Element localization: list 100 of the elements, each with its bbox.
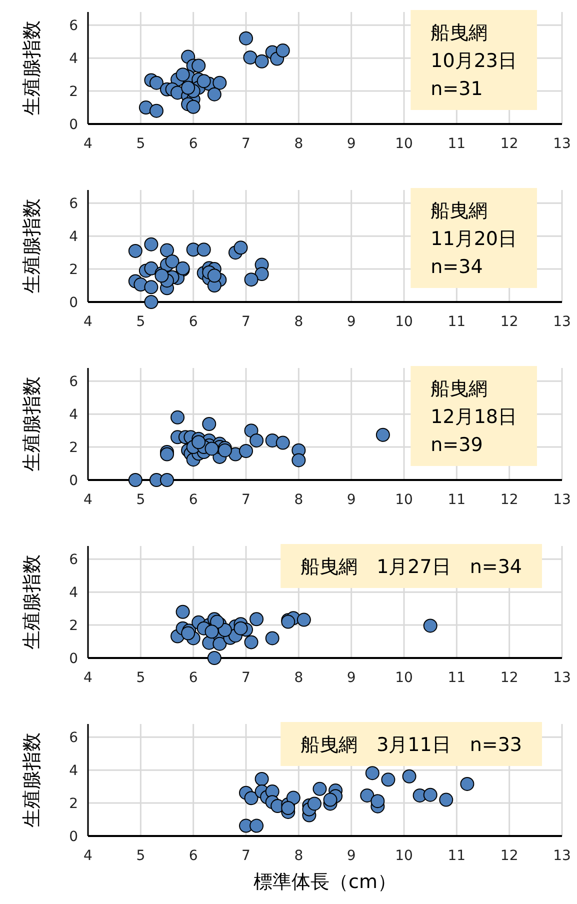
point (207, 651, 222, 665)
point (176, 604, 190, 619)
point (276, 44, 290, 58)
y-tick-label: 2 (69, 440, 78, 456)
point (128, 244, 142, 258)
point (239, 31, 253, 46)
x-tick-label: 5 (136, 314, 146, 330)
y-tick-label: 2 (69, 262, 78, 278)
point (160, 473, 174, 487)
x-tick-label: 4 (84, 492, 93, 508)
x-tick-label: 9 (346, 848, 356, 864)
y-axis-title: 生殖腺指数 (21, 198, 43, 294)
point (244, 272, 258, 287)
y-tick-label: 6 (69, 18, 78, 34)
point (423, 788, 438, 802)
point (234, 621, 248, 636)
point (370, 794, 385, 808)
x-tick-label: 11 (448, 136, 466, 152)
point (176, 68, 190, 82)
x-tick-label: 6 (188, 848, 198, 864)
x-tick-label: 10 (395, 848, 413, 864)
point (439, 792, 454, 807)
x-tick-label: 9 (346, 314, 356, 330)
x-tick-label: 6 (188, 670, 198, 686)
x-tick-label: 10 (395, 670, 413, 686)
point (154, 268, 169, 283)
point (218, 623, 232, 637)
point (381, 772, 396, 787)
point (376, 428, 390, 442)
point (276, 436, 290, 450)
point (204, 624, 219, 639)
point (204, 442, 219, 456)
x-tick-label: 8 (294, 314, 304, 330)
y-axis-title: 生殖腺指数 (21, 20, 43, 116)
x-tick-label: 8 (294, 136, 304, 152)
point (239, 444, 253, 458)
y-tick-label: 2 (69, 618, 78, 634)
y-tick-label: 6 (69, 374, 78, 390)
point (292, 453, 306, 468)
point (181, 626, 196, 640)
x-tick-label: 9 (346, 492, 356, 508)
x-tick-label: 8 (294, 492, 304, 508)
x-tick-label: 7 (242, 492, 250, 508)
x-tick-label: 11 (448, 314, 466, 330)
annotation: 船曳網 3月11日 n=33 (300, 734, 522, 756)
point (196, 242, 211, 257)
point (160, 447, 174, 462)
point (144, 280, 158, 294)
x-tick-label: 8 (294, 670, 304, 686)
point (265, 631, 280, 646)
y-tick-label: 6 (69, 730, 78, 746)
point (360, 788, 374, 802)
x-tick-label: 9 (346, 670, 356, 686)
x-tick-label: 7 (242, 136, 250, 152)
x-tick-label: 12 (500, 670, 518, 686)
point (207, 268, 222, 283)
x-axis-title: 標準体長（cm） (254, 871, 396, 893)
x-tick-label: 5 (136, 848, 146, 864)
annotation: 船曳網 12月18日 n=39 (430, 378, 517, 456)
x-tick-label: 9 (346, 136, 356, 152)
point (186, 100, 200, 114)
y-tick-label: 6 (69, 196, 78, 212)
x-tick-label: 4 (84, 848, 93, 864)
x-tick-label: 10 (395, 492, 413, 508)
x-tick-label: 4 (84, 670, 93, 686)
annotation: 船曳網 1月27日 n=34 (300, 556, 522, 578)
point (460, 776, 474, 791)
x-tick-label: 6 (188, 314, 198, 330)
x-tick-label: 11 (448, 848, 466, 864)
point (128, 473, 142, 487)
x-tick-label: 11 (448, 492, 466, 508)
point (250, 818, 264, 833)
point (323, 792, 338, 807)
x-tick-label: 13 (553, 670, 571, 686)
y-tick-label: 0 (69, 295, 78, 311)
point (149, 76, 164, 90)
x-tick-label: 10 (395, 136, 413, 152)
point (250, 612, 264, 626)
x-tick-label: 5 (136, 136, 146, 152)
y-tick-label: 2 (69, 796, 78, 812)
x-tick-label: 7 (242, 848, 250, 864)
point (144, 261, 158, 276)
y-tick-label: 0 (69, 651, 78, 667)
x-tick-label: 4 (84, 136, 93, 152)
y-axis-title: 生殖腺指数 (21, 554, 43, 650)
x-tick-label: 5 (136, 492, 146, 508)
y-tick-label: 4 (69, 51, 78, 68)
x-tick-label: 6 (188, 492, 198, 508)
point (181, 80, 196, 95)
point (192, 435, 206, 450)
x-tick-label: 13 (553, 136, 571, 152)
point (202, 417, 216, 431)
x-tick-label: 12 (500, 314, 518, 330)
x-tick-label: 6 (188, 136, 198, 152)
point (170, 410, 185, 424)
point (254, 54, 269, 68)
y-tick-label: 0 (69, 117, 78, 133)
point (165, 254, 180, 268)
point (243, 50, 258, 64)
y-tick-label: 4 (69, 407, 78, 424)
